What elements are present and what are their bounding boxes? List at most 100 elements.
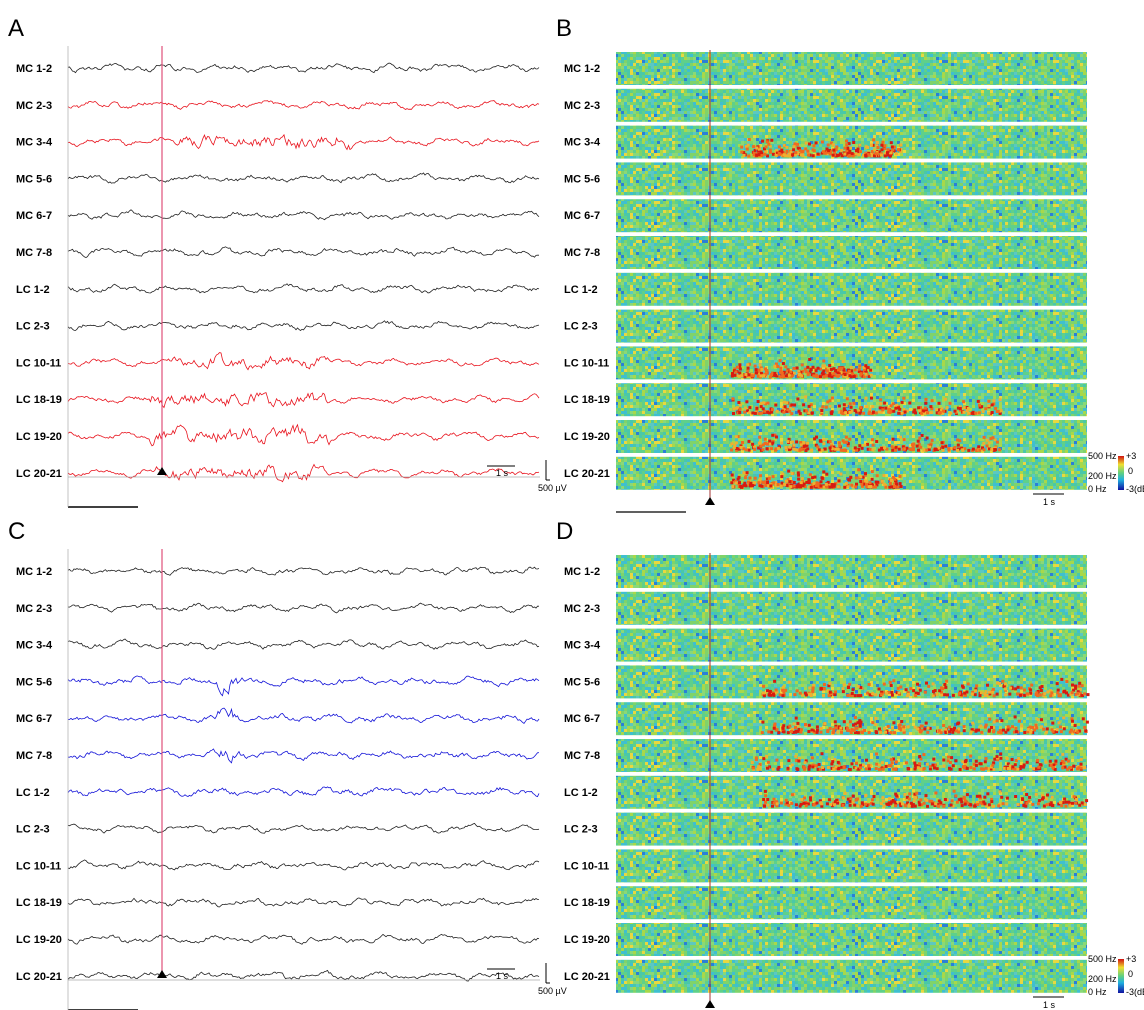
burst-cell	[1072, 730, 1076, 734]
burst-cell	[917, 442, 921, 446]
burst-cell	[1081, 694, 1084, 697]
burst-cell	[1071, 683, 1074, 687]
burst-cell	[874, 152, 878, 156]
burst-cell	[934, 763, 937, 767]
burst-cell	[857, 153, 861, 157]
burst-cell	[888, 485, 892, 489]
burst-cell	[983, 692, 987, 696]
burst-cell	[834, 447, 838, 451]
burst-cell	[974, 759, 978, 763]
burst-cell	[1040, 725, 1044, 729]
burst-cell	[844, 404, 848, 408]
burst-cell	[874, 767, 878, 770]
burst-cell	[809, 403, 813, 407]
burst-cell	[913, 767, 917, 771]
burst-cell	[907, 797, 911, 801]
burst-cell	[857, 409, 861, 413]
channel-label: MC 2-3	[564, 603, 600, 615]
spectrogram-row	[616, 849, 1087, 883]
burst-cell	[1056, 688, 1060, 692]
burst-cell	[1021, 788, 1025, 792]
burst-cell	[881, 796, 885, 800]
burst-cell	[947, 447, 951, 451]
burst-cell	[937, 803, 941, 807]
burst-cell	[771, 441, 775, 445]
burst-cell	[1022, 804, 1026, 808]
burst-cell	[891, 437, 895, 441]
burst-cell	[807, 723, 811, 727]
burst-cell	[830, 141, 833, 145]
burst-cell	[758, 763, 762, 766]
burst-cell	[909, 801, 913, 805]
burst-cell	[769, 484, 773, 488]
onset-marker	[157, 467, 167, 475]
burst-cell	[784, 446, 788, 450]
burst-cell	[866, 442, 869, 446]
burst-cell	[829, 803, 833, 806]
burst-cell	[967, 411, 971, 415]
burst-cell	[784, 688, 788, 692]
burst-cell	[766, 766, 769, 770]
burst-cell	[845, 371, 849, 375]
burst-cell	[794, 754, 798, 758]
burst-cell	[796, 721, 800, 725]
burst-cell	[963, 691, 967, 695]
burst-cell	[920, 411, 923, 415]
burst-cell	[999, 731, 1003, 735]
burst-cell	[987, 447, 991, 451]
burst-cell	[804, 147, 808, 151]
burst-cell	[1070, 728, 1073, 732]
channel-label: LC 10-11	[564, 357, 609, 369]
burst-cell	[939, 731, 943, 735]
burst-cell	[779, 484, 783, 488]
burst-cell	[846, 146, 850, 150]
burst-cell	[977, 445, 981, 449]
burst-cell	[793, 153, 797, 157]
burst-cell	[780, 475, 784, 479]
burst-cell	[949, 728, 953, 731]
burst-cell	[838, 410, 842, 414]
burst-cell	[906, 725, 910, 729]
burst-cell	[825, 367, 828, 371]
burst-cell	[834, 765, 838, 769]
burst-cell	[797, 477, 801, 481]
burst-cell	[734, 370, 738, 374]
burst-cell	[738, 411, 742, 414]
burst-cell	[879, 410, 883, 414]
burst-cell	[833, 150, 836, 154]
burst-cell	[854, 374, 858, 378]
burst-cell	[948, 401, 952, 405]
burst-cell	[966, 682, 970, 686]
burst-cell	[978, 794, 982, 798]
burst-cell	[760, 484, 764, 488]
burst-cell	[822, 687, 826, 691]
burst-cell	[998, 448, 1002, 452]
burst-cell	[919, 445, 923, 449]
burst-cell	[922, 753, 926, 757]
burst-cell	[966, 801, 970, 805]
burst-cell	[939, 801, 943, 805]
burst-cell	[886, 153, 890, 157]
burst-cell	[865, 758, 868, 762]
burst-cell	[1083, 725, 1087, 729]
burst-cell	[1068, 804, 1072, 808]
burst-cell	[913, 804, 917, 808]
burst-cell	[828, 727, 832, 730]
amp-scale: 500 µV	[538, 986, 567, 996]
burst-cell	[815, 801, 819, 805]
burst-cell	[748, 362, 752, 366]
burst-cell	[892, 476, 895, 479]
burst-cell	[990, 726, 993, 729]
burst-cell	[868, 763, 872, 767]
burst-cell	[1038, 686, 1042, 690]
burst-cell	[1013, 763, 1017, 767]
burst-cell	[818, 767, 822, 771]
burst-cell	[886, 691, 890, 694]
channel-label: MC 1-2	[16, 566, 52, 578]
burst-cell	[909, 687, 913, 691]
burst-cell	[819, 367, 822, 371]
burst-cell	[774, 362, 778, 366]
burst-cell	[965, 409, 969, 413]
burst-cell	[803, 761, 807, 765]
burst-cell	[794, 803, 798, 807]
